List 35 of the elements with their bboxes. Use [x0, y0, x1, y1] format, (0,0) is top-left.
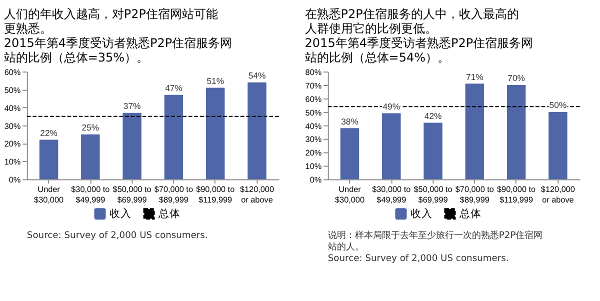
data-label: 70%: [508, 73, 526, 84]
bar: [424, 122, 442, 180]
data-label: 49%: [382, 101, 400, 112]
source-note: Source: Survey of 2,000 US consumers.: [328, 254, 509, 264]
data-label: 51%: [206, 76, 224, 86]
bar: [506, 85, 526, 180]
data-label: 71%: [466, 72, 484, 82]
data-label: 50%: [549, 100, 567, 110]
bar: [122, 112, 142, 180]
legend-label: 总体: [458, 206, 482, 220]
legend-label: 收入: [410, 206, 433, 220]
chart-subtitle: 2015年第4季度受访者熟悉P2P住宿服务网站的比例（总体=54%）。: [304, 36, 534, 64]
data-label: 47%: [165, 83, 183, 94]
bar: [340, 128, 360, 180]
chart-subtitle: 2015年第4季度受访者熟悉P2P住宿服务网站的比例（总体=35%）。: [4, 36, 232, 64]
data-label: 37%: [123, 100, 142, 111]
data-label: 38%: [341, 116, 359, 126]
bar: [248, 82, 266, 180]
bar: [206, 88, 225, 180]
source-note: Source: Survey of 2,000 US consumers.: [26, 230, 208, 241]
text: 说明：样本局限于去年至少旅行一次的熟悉P2P住宿网站的人。: [328, 230, 543, 252]
bar: [81, 134, 100, 180]
bar: [465, 84, 484, 180]
data-label: 54%: [248, 70, 266, 80]
legend-label: 收入: [110, 206, 132, 220]
bar: [548, 112, 568, 180]
data-label: 42%: [424, 110, 442, 121]
data-label: 22%: [40, 128, 58, 138]
chart-title: 人们的年收入越高，对P2P住宿网站可能更熟悉。: [4, 7, 218, 36]
legend-label: 总体: [158, 206, 181, 220]
bar: [382, 113, 401, 180]
data-label: 25%: [82, 122, 100, 133]
bar: [164, 94, 184, 180]
chart-title: 在熟悉P2P住宿服务的人中，收入最高的人群使用它的比例更低。: [304, 7, 519, 36]
bar: [39, 140, 58, 180]
